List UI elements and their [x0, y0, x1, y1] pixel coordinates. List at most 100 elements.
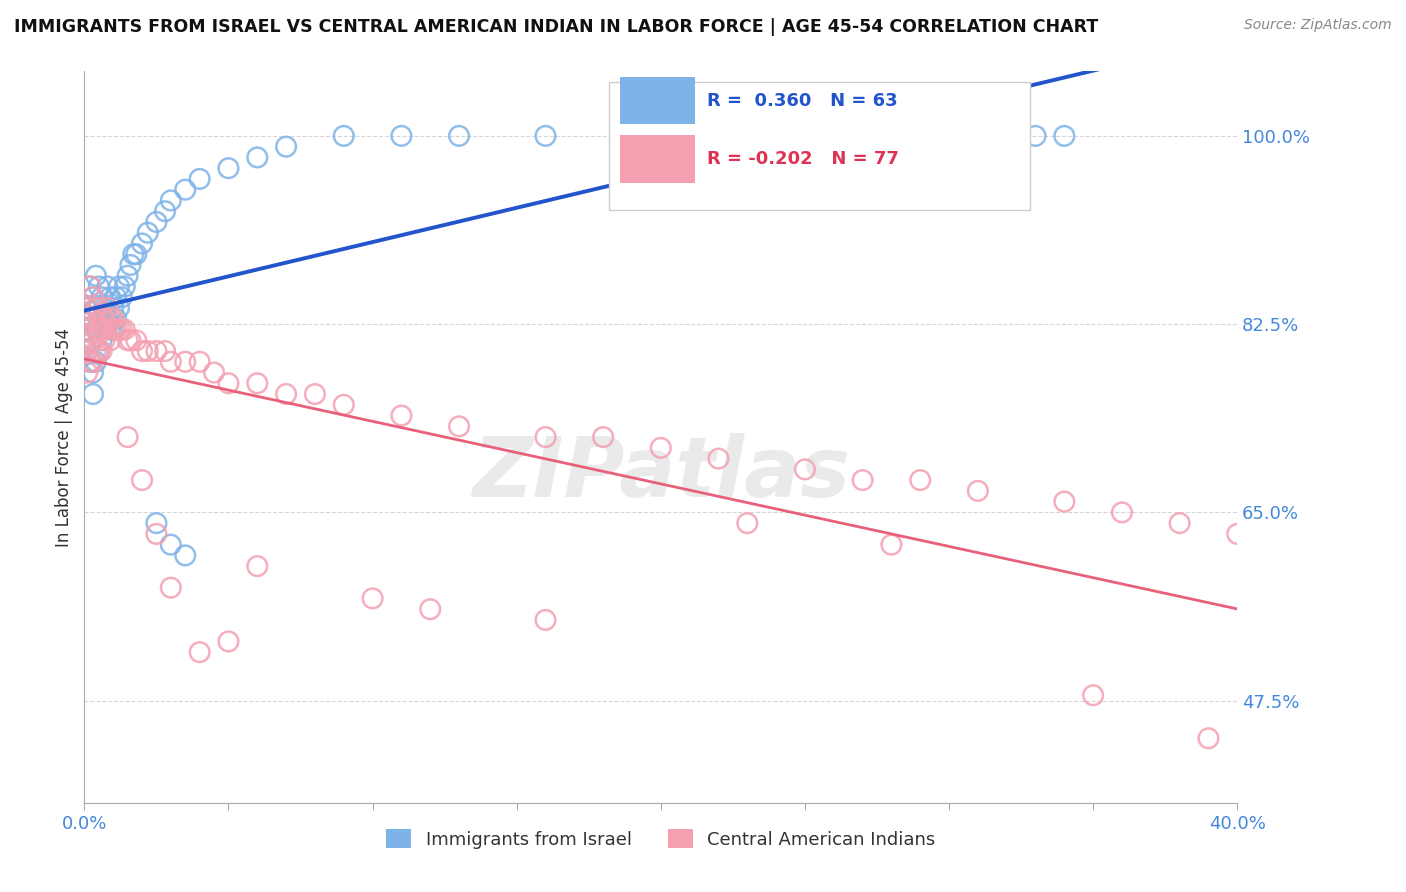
Point — [108, 322, 131, 336]
Point — [246, 559, 269, 574]
Text: R = -0.202   N = 77: R = -0.202 N = 77 — [707, 150, 898, 168]
Point — [174, 183, 197, 197]
Point — [967, 483, 990, 498]
Y-axis label: In Labor Force | Age 45-54: In Labor Force | Age 45-54 — [55, 327, 73, 547]
Point — [174, 549, 197, 563]
Point — [76, 322, 98, 336]
Point — [82, 290, 104, 304]
Point — [218, 376, 240, 391]
Point — [145, 344, 167, 359]
Point — [111, 322, 134, 336]
Point — [333, 398, 356, 412]
Point — [136, 226, 159, 240]
Point — [120, 333, 142, 347]
Point — [117, 268, 139, 283]
Point — [188, 172, 211, 186]
Point — [391, 409, 413, 423]
Point — [967, 128, 990, 143]
Point — [145, 215, 167, 229]
Point — [105, 290, 128, 304]
Point — [111, 290, 134, 304]
Point — [145, 527, 167, 541]
Point — [117, 430, 139, 444]
Point — [108, 301, 131, 315]
Point — [136, 344, 159, 359]
Point — [188, 645, 211, 659]
Point — [707, 128, 730, 143]
Point — [103, 322, 124, 336]
Point — [125, 247, 148, 261]
Point — [98, 322, 121, 336]
Point — [82, 290, 104, 304]
Point — [1053, 494, 1076, 508]
Point — [794, 462, 817, 476]
Point — [1083, 688, 1105, 702]
Point — [87, 344, 110, 359]
Point — [79, 355, 101, 369]
Point — [1053, 128, 1076, 143]
Point — [98, 290, 121, 304]
Point — [82, 366, 104, 380]
Point — [90, 290, 112, 304]
Point — [82, 311, 104, 326]
Point — [90, 311, 112, 326]
Point — [188, 355, 211, 369]
Point — [103, 322, 124, 336]
Point — [160, 194, 183, 208]
Point — [90, 344, 112, 359]
Point — [105, 311, 128, 326]
Point — [84, 322, 107, 336]
Point — [90, 322, 112, 336]
Point — [114, 322, 136, 336]
Point — [304, 387, 326, 401]
Point — [449, 128, 471, 143]
Point — [131, 236, 153, 251]
Text: IMMIGRANTS FROM ISRAEL VS CENTRAL AMERICAN INDIAN IN LABOR FORCE | AGE 45-54 COR: IMMIGRANTS FROM ISRAEL VS CENTRAL AMERIC… — [14, 18, 1098, 36]
Point — [153, 344, 176, 359]
Legend: Immigrants from Israel, Central American Indians: Immigrants from Israel, Central American… — [378, 822, 943, 856]
Point — [131, 344, 153, 359]
Point — [218, 161, 240, 176]
Point — [125, 333, 148, 347]
Point — [98, 333, 121, 347]
Point — [361, 591, 384, 606]
Point — [76, 344, 98, 359]
Point — [592, 430, 614, 444]
Point — [534, 430, 557, 444]
Point — [82, 333, 104, 347]
Point — [96, 301, 118, 315]
Point — [76, 301, 98, 315]
Text: R =  0.360   N = 63: R = 0.360 N = 63 — [707, 92, 897, 110]
Point — [160, 581, 183, 595]
Point — [87, 279, 110, 293]
Point — [910, 473, 932, 487]
Point — [122, 247, 145, 261]
Point — [93, 322, 115, 336]
Point — [76, 322, 98, 336]
Point — [1111, 505, 1133, 519]
Text: Source: ZipAtlas.com: Source: ZipAtlas.com — [1244, 18, 1392, 32]
Point — [534, 613, 557, 627]
Point — [84, 268, 107, 283]
Point — [108, 279, 131, 293]
Point — [117, 333, 139, 347]
Point — [84, 322, 107, 336]
Point — [76, 344, 98, 359]
Point — [103, 301, 124, 315]
Point — [79, 311, 101, 326]
Point — [276, 387, 298, 401]
Point — [880, 538, 903, 552]
Point — [79, 279, 101, 293]
Point — [534, 128, 557, 143]
Point — [1168, 516, 1191, 530]
Point — [103, 311, 124, 326]
Point — [276, 139, 298, 153]
Point — [96, 279, 118, 293]
Point — [93, 333, 115, 347]
Point — [87, 344, 110, 359]
Point — [1025, 128, 1047, 143]
Point — [93, 301, 115, 315]
Point — [1226, 527, 1249, 541]
Point — [995, 128, 1018, 143]
Point — [87, 322, 110, 336]
